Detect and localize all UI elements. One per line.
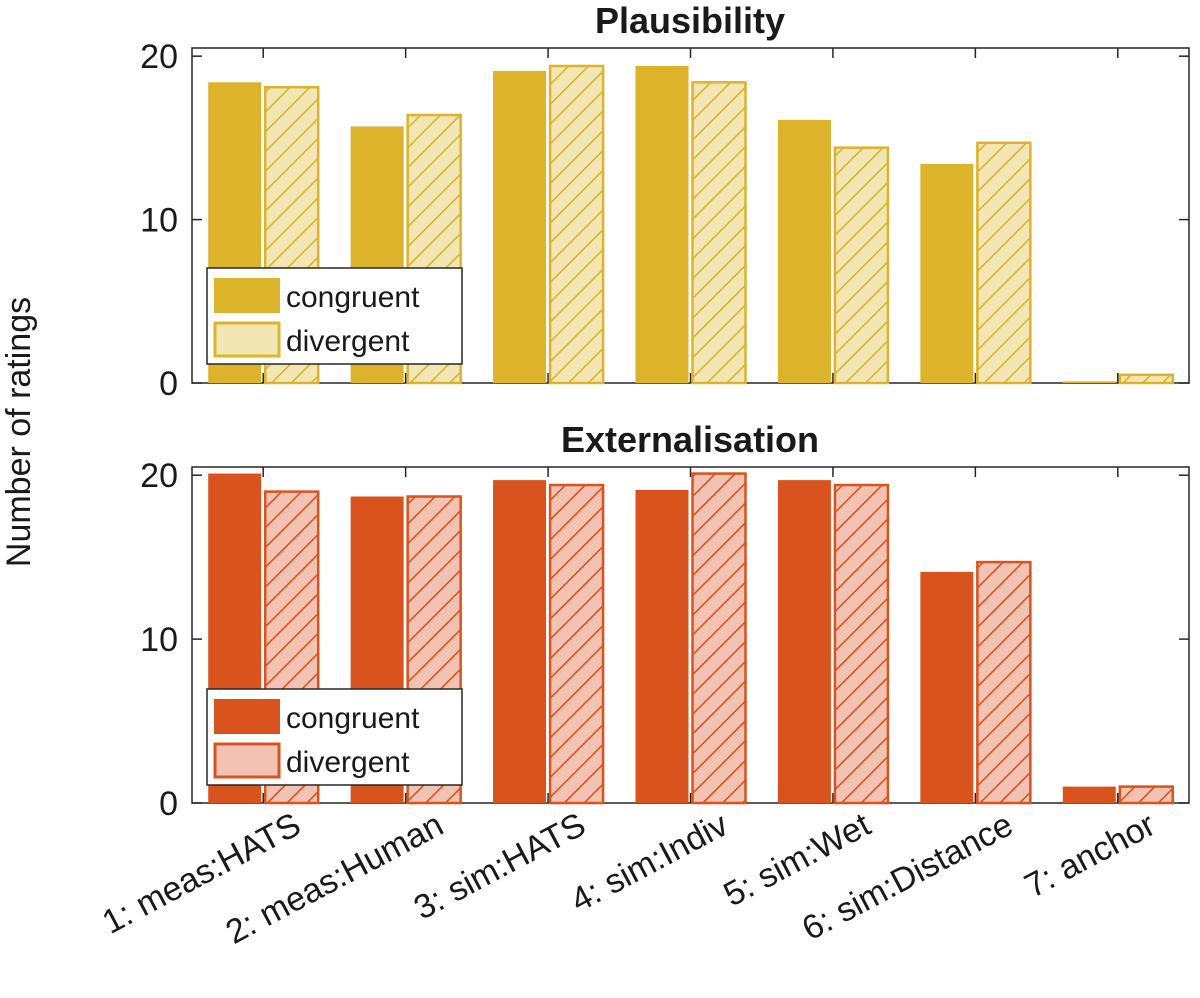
externalisation-y-tick-label: 20 — [140, 457, 178, 495]
externalisation-legend-label-congruent: congruent — [286, 702, 420, 735]
y-axis-label: Number of ratings — [0, 297, 38, 567]
x-tick-label: 4: sim:Indiv — [565, 806, 735, 920]
externalisation-title: Externalisation — [561, 419, 819, 460]
externalisation-y-tick-label: 0 — [159, 785, 178, 823]
externalisation-bars — [208, 472, 1175, 805]
externalisation-y-ticks: 0 10 20 — [140, 457, 1189, 823]
plausibility-y-ticks: 0 10 20 — [140, 38, 1189, 403]
externalisation-legend-label-divergent: divergent — [286, 746, 410, 779]
plausibility-legend-swatch-congruent — [214, 278, 280, 313]
plausibility-bar-divergent — [691, 81, 747, 385]
externalisation-legend-swatch-congruent — [214, 699, 280, 734]
externalisation-bar-divergent — [976, 560, 1032, 805]
plausibility-legend-swatch-divergent — [213, 321, 281, 358]
externalisation-bar-congruent — [1062, 786, 1116, 803]
plausibility-legend: congruent divergent — [206, 267, 463, 365]
x-tick-label: 7: anchor — [1019, 806, 1162, 906]
plausibility-y-tick-label: 10 — [140, 202, 178, 240]
plausibility-bar-divergent — [833, 146, 890, 385]
externalisation-panel: Externalisation 0 10 20 congruent divergen… — [140, 419, 1190, 823]
plausibility-bar-congruent — [635, 65, 689, 383]
plausibility-bar-divergent — [976, 141, 1032, 385]
externalisation-legend-swatch-divergent — [213, 742, 281, 779]
plausibility-bar-congruent — [493, 70, 547, 383]
plausibility-bar-divergent — [1118, 373, 1175, 385]
plausibility-bar-congruent — [1062, 381, 1116, 383]
plausibility-bars — [208, 64, 1175, 385]
externalisation-bar-congruent — [920, 571, 974, 803]
plausibility-title: Plausibility — [595, 0, 785, 41]
externalisation-bar-divergent — [548, 483, 605, 805]
externalisation-y-tick-label: 10 — [140, 621, 178, 659]
plausibility-panel: Plausibility 0 10 20 congruent divergent — [140, 0, 1190, 403]
externalisation-bar-divergent — [833, 483, 890, 805]
externalisation-bar-congruent — [635, 489, 689, 803]
plausibility-y-tick-label: 20 — [140, 38, 178, 76]
plausibility-legend-label-divergent: divergent — [286, 325, 410, 358]
plausibility-bar-congruent — [920, 164, 974, 383]
externalisation-legend: congruent divergent — [206, 688, 463, 786]
plausibility-legend-label-congruent: congruent — [286, 281, 420, 314]
externalisation-bar-divergent — [1118, 785, 1175, 805]
plausibility-y-tick-label: 0 — [159, 365, 178, 403]
plausibility-bar-congruent — [777, 119, 831, 383]
externalisation-bar-divergent — [691, 472, 747, 805]
externalisation-bar-congruent — [493, 480, 547, 803]
externalisation-bar-congruent — [777, 480, 831, 803]
plausibility-bar-divergent — [548, 64, 605, 385]
